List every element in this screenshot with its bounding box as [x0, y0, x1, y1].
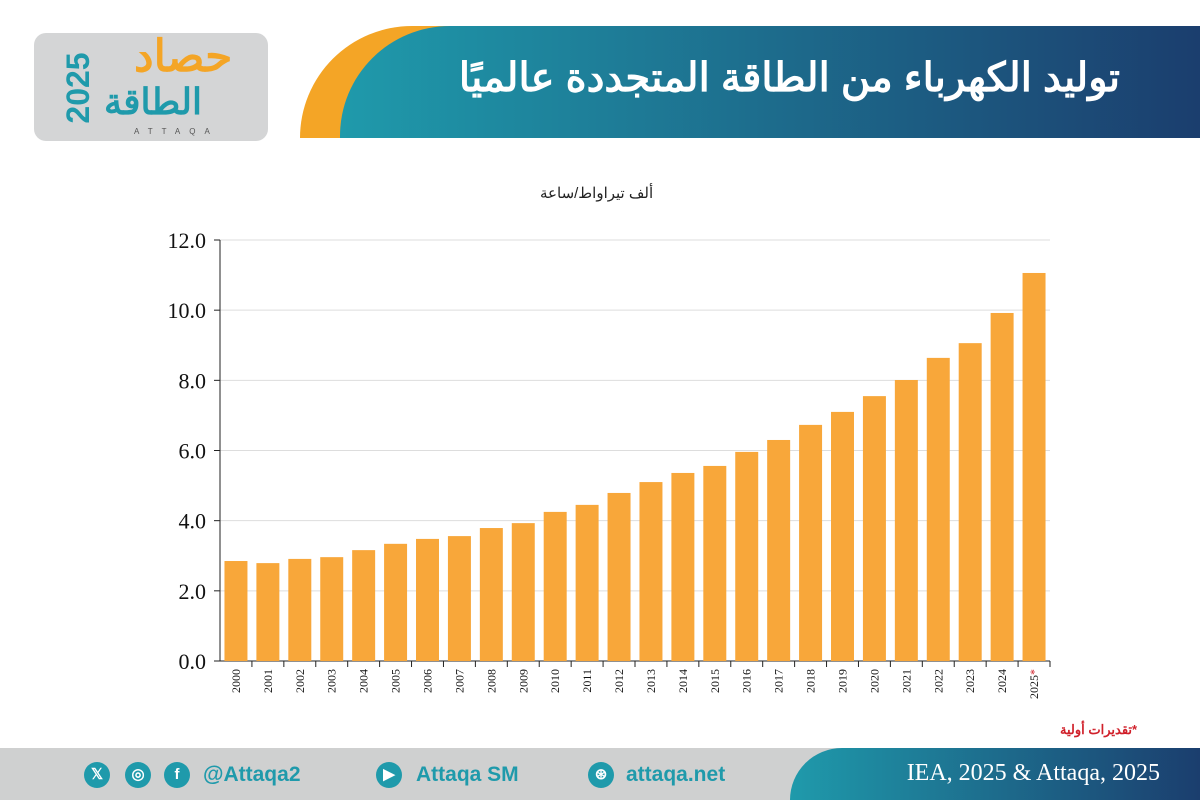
bar	[320, 557, 344, 661]
bar	[703, 465, 727, 661]
y-tick-label: 0.0	[179, 649, 207, 674]
x-tick-label: 2016	[740, 669, 754, 693]
bar	[224, 561, 248, 661]
x-tick-label: 2004	[357, 669, 371, 693]
x-tick-label: 2021	[899, 669, 913, 693]
x-tick-label: 2017	[772, 669, 786, 693]
x-tick-label: 2011	[580, 669, 594, 693]
y-tick-label: 2.0	[179, 579, 207, 604]
x-tick-label: 2005	[389, 669, 403, 693]
bar	[384, 543, 408, 661]
x-tick-label: 2015	[708, 669, 722, 693]
x-tick-label: 2001	[261, 669, 275, 693]
bar	[1022, 272, 1046, 661]
bar	[831, 411, 854, 661]
y-tick-label: 10.0	[168, 298, 207, 323]
x-icon[interactable]: 𝕏	[84, 762, 110, 788]
x-tick-label: 2023	[963, 669, 977, 693]
bar	[894, 379, 918, 661]
x-tick-label: 2020	[867, 669, 881, 693]
website-link[interactable]: attaqa.net	[626, 763, 726, 786]
x-tick-label: 2009	[516, 669, 530, 693]
web-icon[interactable]: ⊛	[588, 762, 614, 788]
x-tick-label: 2010	[548, 669, 562, 693]
logo: حصاد الطاقة 2025 ATTAQA	[34, 33, 268, 141]
youtube-channel[interactable]: Attaqa SM	[416, 763, 519, 786]
x-tick-label: 2002	[293, 669, 307, 693]
bar	[479, 528, 503, 661]
bar	[575, 504, 599, 661]
page-title: توليد الكهرباء من الطاقة المتجددة عالميً…	[458, 56, 1120, 100]
x-tick-label: 2018	[804, 669, 818, 693]
y-tick-label: 12.0	[168, 228, 207, 253]
bar	[256, 563, 280, 661]
bar	[511, 523, 535, 661]
youtube-icon[interactable]: ▶	[376, 762, 402, 788]
x-tick-label: 2012	[612, 669, 626, 693]
header-banner: توليد الكهرباء من الطاقة المتجددة عالميً…	[300, 26, 1200, 138]
y-tick-label: 8.0	[179, 368, 207, 393]
bar	[926, 357, 950, 661]
bar	[799, 424, 823, 661]
bar	[990, 312, 1014, 661]
footer: 𝕏 ◎ f @Attaqa2 ▶ Attaqa SM ⊛ attaqa.net …	[0, 748, 1200, 800]
bar	[735, 451, 759, 661]
x-tick-label: 2024	[995, 669, 1009, 693]
social-handle[interactable]: @Attaqa2	[203, 763, 301, 786]
x-tick-label: 2019	[836, 669, 850, 693]
bar	[288, 558, 312, 661]
bar	[671, 472, 695, 661]
x-tick-label: 2000	[229, 669, 243, 693]
source-text: IEA, 2025 & Attaqa, 2025	[906, 760, 1160, 786]
x-tick-label: 2013	[644, 669, 658, 693]
logo-line1: حصاد	[134, 32, 233, 81]
bar	[958, 343, 982, 661]
logo-line2: الطاقة	[104, 81, 202, 122]
instagram-icon[interactable]: ◎	[125, 762, 151, 788]
y-tick-label: 6.0	[179, 439, 207, 464]
x-tick-label: 2003	[325, 669, 339, 693]
bar	[416, 538, 439, 661]
source-box: IEA, 2025 & Attaqa, 2025	[790, 748, 1200, 800]
bar	[639, 482, 663, 661]
x-tick-label: 2007	[452, 669, 466, 693]
bar	[447, 536, 471, 661]
x-tick-label: 2006	[421, 669, 435, 693]
bar	[607, 492, 631, 661]
y-tick-label: 4.0	[179, 509, 207, 534]
facebook-icon[interactable]: f	[164, 762, 190, 788]
x-tick-label: 2008	[484, 669, 498, 693]
x-tick-label: 2025*	[1027, 669, 1041, 699]
bar	[543, 511, 567, 661]
bar	[352, 550, 376, 661]
bar	[767, 439, 791, 661]
bar	[862, 396, 886, 661]
logo-latin: ATTAQA	[134, 127, 219, 136]
x-tick-label: 2014	[676, 669, 690, 693]
x-tick-label: 2022	[931, 669, 945, 693]
y-axis-label: ألف تيراواط/ساعة	[540, 185, 654, 202]
estimate-note: *تقديرات أولية	[1060, 722, 1138, 737]
